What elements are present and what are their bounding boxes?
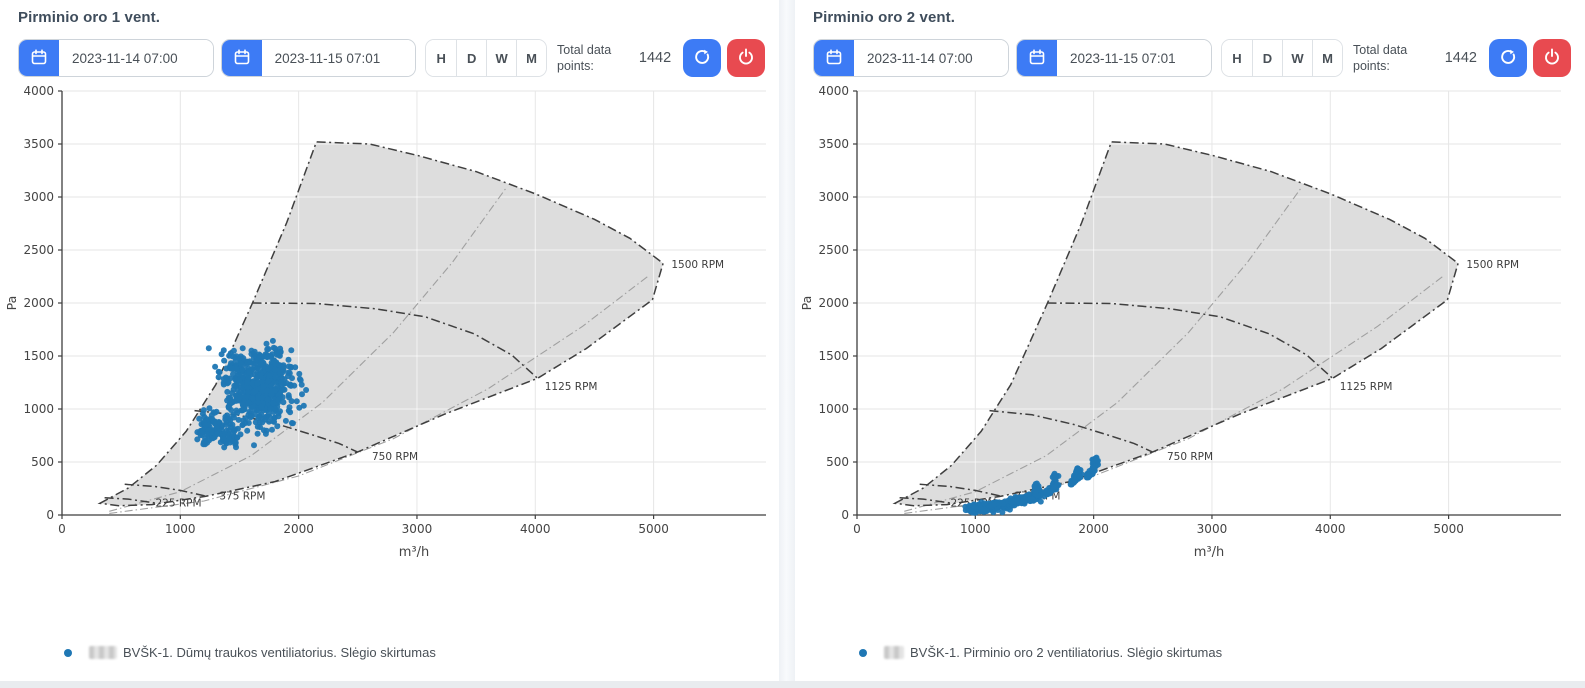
svg-text:750 RPM: 750 RPM xyxy=(1167,451,1213,463)
svg-text:1500: 1500 xyxy=(818,349,849,363)
svg-text:2500: 2500 xyxy=(818,243,849,257)
calendar-icon xyxy=(825,48,843,69)
date-to-calendar-button[interactable] xyxy=(1017,40,1057,76)
calendar-icon xyxy=(30,48,48,69)
power-button[interactable] xyxy=(727,39,765,77)
svg-text:3000: 3000 xyxy=(818,190,849,204)
svg-text:3000: 3000 xyxy=(23,190,54,204)
svg-text:0: 0 xyxy=(58,522,66,536)
total-data-points-value: 1442 xyxy=(1444,50,1477,66)
date-to-group xyxy=(220,39,417,77)
total-data-points-value: 1442 xyxy=(638,50,672,66)
legend-series-label: BVŠK-1. Dūmų traukos ventiliatorius. Slė… xyxy=(123,645,436,660)
calendar-icon xyxy=(233,48,251,69)
svg-text:375 RPM: 375 RPM xyxy=(219,490,265,502)
power-button[interactable] xyxy=(1533,39,1571,77)
svg-text:5000: 5000 xyxy=(1433,522,1464,536)
date-from-group xyxy=(813,39,1009,77)
range-button-group: H D W M xyxy=(1221,39,1343,77)
date-from-group xyxy=(18,39,214,77)
svg-text:1500: 1500 xyxy=(23,349,54,363)
date-from-input[interactable] xyxy=(59,40,213,76)
power-icon xyxy=(737,48,755,69)
svg-text:1000: 1000 xyxy=(960,522,991,536)
range-month-button[interactable]: M xyxy=(516,40,546,76)
date-to-group xyxy=(1016,39,1212,77)
legend-item[interactable]: BVŠK-1. Pirminio oro 2 ventiliatorius. S… xyxy=(859,645,1222,660)
legend-item[interactable]: BVŠK-1. Dūmų traukos ventiliatorius. Slė… xyxy=(64,645,436,660)
svg-text:0: 0 xyxy=(853,522,861,536)
range-button-group: H D W M xyxy=(425,39,548,77)
svg-text:1500 RPM: 1500 RPM xyxy=(671,259,724,271)
svg-text:3500: 3500 xyxy=(23,137,54,151)
range-month-button[interactable]: M xyxy=(1312,40,1342,76)
refresh-icon xyxy=(693,48,711,69)
svg-text:1000: 1000 xyxy=(818,402,849,416)
svg-text:1500 RPM: 1500 RPM xyxy=(1466,259,1519,271)
total-data-points-label: Total data points: xyxy=(1353,42,1408,73)
svg-text:5000: 5000 xyxy=(638,522,669,536)
svg-text:1000: 1000 xyxy=(23,402,54,416)
controls-row: H D W M Total data points: 1442 xyxy=(813,38,1571,78)
date-from-calendar-button[interactable] xyxy=(814,40,854,76)
legend-series-label: BVŠK-1. Pirminio oro 2 ventiliatorius. S… xyxy=(910,645,1223,660)
svg-text:2000: 2000 xyxy=(283,522,314,536)
svg-text:Pa: Pa xyxy=(4,296,19,311)
range-day-button[interactable]: D xyxy=(456,40,487,76)
svg-text:3000: 3000 xyxy=(402,522,433,536)
svg-text:2000: 2000 xyxy=(818,296,849,310)
svg-text:500: 500 xyxy=(31,455,54,469)
svg-text:4000: 4000 xyxy=(520,522,551,536)
svg-text:4000: 4000 xyxy=(23,85,54,98)
power-icon xyxy=(1543,48,1561,69)
refresh-icon xyxy=(1499,48,1517,69)
redacted-tag xyxy=(89,646,117,659)
svg-text:0: 0 xyxy=(841,508,849,522)
range-hour-button[interactable]: H xyxy=(426,40,457,76)
page-title: Pirminio oro 2 vent. xyxy=(813,9,956,26)
date-to-calendar-button[interactable] xyxy=(221,40,262,76)
range-day-button[interactable]: D xyxy=(1252,40,1282,76)
panel-fan-1: Pirminio oro 1 vent. H xyxy=(0,0,779,681)
redacted-tag xyxy=(884,646,904,659)
date-to-input[interactable] xyxy=(261,40,416,76)
controls-row: H D W M Total data points: 1442 xyxy=(18,38,765,78)
panel-fan-2: Pirminio oro 2 vent. H xyxy=(795,0,1585,681)
refresh-button[interactable] xyxy=(683,39,722,77)
svg-text:225 RPM: 225 RPM xyxy=(155,498,201,510)
svg-text:2500: 2500 xyxy=(23,243,54,257)
svg-text:1125 RPM: 1125 RPM xyxy=(1340,381,1393,393)
svg-text:500: 500 xyxy=(826,455,849,469)
svg-text:2000: 2000 xyxy=(23,296,54,310)
svg-text:1000: 1000 xyxy=(165,522,196,536)
legend-marker-dot xyxy=(64,648,72,657)
date-from-calendar-button[interactable] xyxy=(19,40,59,76)
refresh-button[interactable] xyxy=(1489,39,1527,77)
date-to-input[interactable] xyxy=(1057,40,1211,76)
svg-text:Pa: Pa xyxy=(799,296,814,311)
range-hour-button[interactable]: H xyxy=(1222,40,1252,76)
range-week-button[interactable]: W xyxy=(486,40,517,76)
panel-divider xyxy=(779,0,795,681)
svg-text:1125 RPM: 1125 RPM xyxy=(545,381,598,393)
svg-text:750 RPM: 750 RPM xyxy=(372,451,418,463)
svg-text:m³/h: m³/h xyxy=(399,545,430,560)
calendar-icon xyxy=(1028,48,1046,69)
page-title: Pirminio oro 1 vent. xyxy=(18,9,161,26)
svg-text:0: 0 xyxy=(46,508,54,522)
svg-text:3000: 3000 xyxy=(1197,522,1228,536)
svg-text:2000: 2000 xyxy=(1078,522,1109,536)
svg-text:3500: 3500 xyxy=(818,137,849,151)
range-week-button[interactable]: W xyxy=(1282,40,1312,76)
total-data-points-label: Total data points: xyxy=(557,42,612,73)
page-bottom-strip xyxy=(0,681,1585,688)
legend-marker-dot xyxy=(859,648,867,657)
svg-text:m³/h: m³/h xyxy=(1194,545,1225,560)
svg-text:4000: 4000 xyxy=(818,85,849,98)
date-from-input[interactable] xyxy=(854,40,1008,76)
fan-curve-chart-1[interactable]: 1500 RPM 1125 RPM 750 RPM 375 RPM 225 RPM 0 10… xyxy=(0,84,779,568)
svg-text:4000: 4000 xyxy=(1315,522,1346,536)
